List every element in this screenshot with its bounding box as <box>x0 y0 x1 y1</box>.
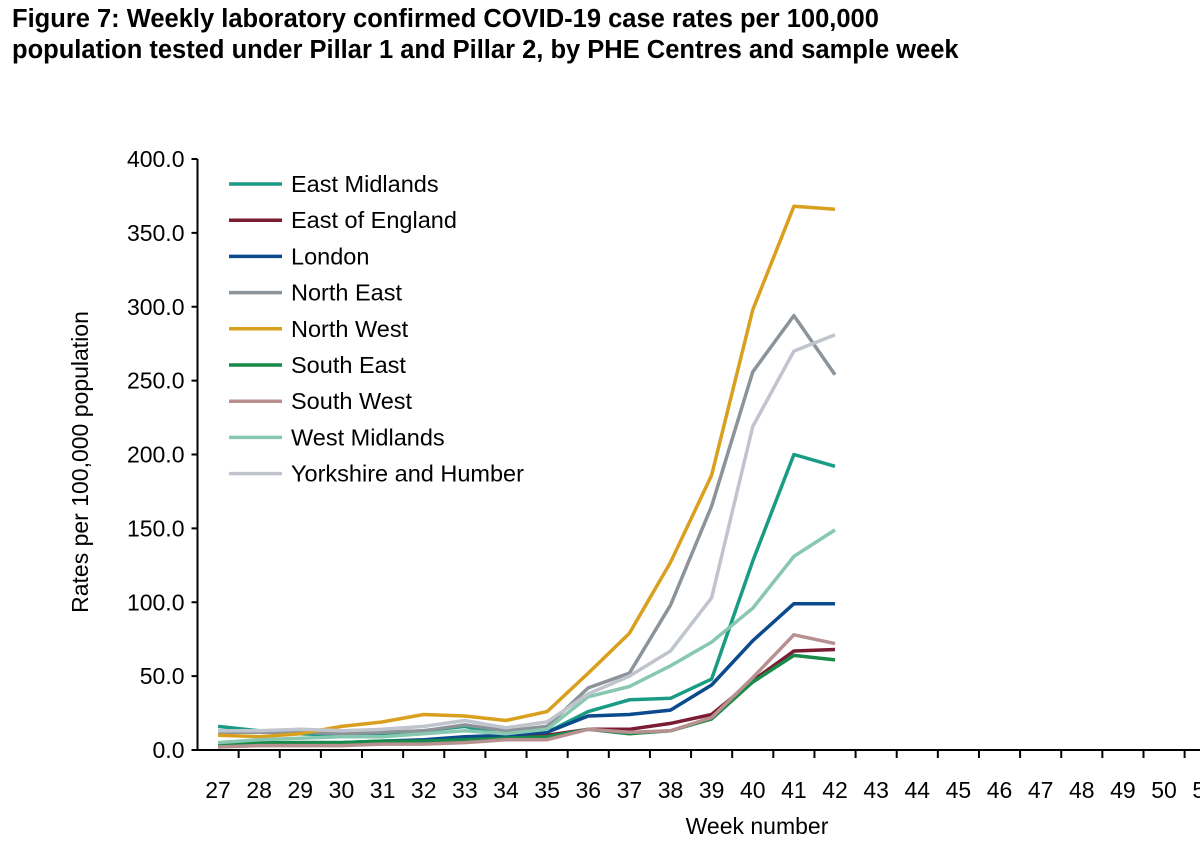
legend-label: North West <box>291 316 409 342</box>
series-line-yorkshire-and-humber <box>218 333 836 733</box>
x-tick-label: 27 <box>205 777 231 803</box>
x-tick-label: 48 <box>1069 777 1095 803</box>
x-tick-label: 45 <box>946 777 972 803</box>
x-tick-label: 37 <box>617 777 643 803</box>
x-tick-label: 29 <box>288 777 314 803</box>
x-tick-label: 46 <box>987 777 1013 803</box>
x-tick-label: 40 <box>740 777 766 803</box>
x-tick-label: 41 <box>781 777 807 803</box>
x-tick-label: 38 <box>658 777 684 803</box>
legend-label: London <box>291 243 369 269</box>
y-tick-label: 300.0 <box>127 294 185 320</box>
y-axis-label: Rates per 100,000 population <box>67 311 93 613</box>
x-tick-label: 32 <box>411 777 437 803</box>
series-line-north-east <box>218 313 837 736</box>
y-tick-label: 400.0 <box>127 146 185 172</box>
x-tick-label: 33 <box>452 777 478 803</box>
legend: East Midlands East of England London North … <box>229 171 524 487</box>
x-tick-label: 43 <box>863 777 889 803</box>
x-tick-label: 42 <box>822 777 848 803</box>
x-tick-label: 36 <box>575 777 601 803</box>
x-tick-label: 51 <box>1192 777 1200 803</box>
x-tick-label: 28 <box>246 777 272 803</box>
y-tick-label: 50.0 <box>140 663 185 689</box>
series-line-south-west <box>218 633 836 749</box>
x-tick-label: 50 <box>1151 777 1177 803</box>
legend-label: East of England <box>291 207 457 233</box>
x-tick-label: 39 <box>699 777 725 803</box>
x-tick-label: 34 <box>493 777 519 803</box>
y-tick-label: 350.0 <box>127 220 185 246</box>
y-tick-label: 200.0 <box>127 442 185 468</box>
legend-label: South East <box>291 352 406 378</box>
legend-label: South West <box>291 388 413 414</box>
series-line-west-midlands <box>217 528 836 745</box>
x-tick-label: 35 <box>534 777 560 803</box>
x-tick-label: 30 <box>329 777 355 803</box>
axes: 0.0 50.0 100.0 150.0 200.0 250.0 300.0 350.0 400… <box>127 146 1200 803</box>
x-tick-label: 31 <box>370 777 396 803</box>
x-axis-label: Week number <box>686 813 829 839</box>
x-tick-label: 49 <box>1110 777 1136 803</box>
legend-label: West Midlands <box>291 424 445 450</box>
y-tick-label: 150.0 <box>127 515 185 541</box>
series-line-south-east <box>218 653 836 746</box>
x-tick-label: 47 <box>1028 777 1054 803</box>
title-line-1: Figure 7: Weekly laboratory confirmed CO… <box>12 5 879 33</box>
legend-label: North East <box>291 280 402 306</box>
y-tick-label: 100.0 <box>127 589 185 615</box>
series-lines <box>217 204 837 749</box>
title-line-2: population tested under Pillar 1 and Pil… <box>12 36 959 64</box>
legend-label: East Midlands <box>291 171 439 197</box>
y-tick-label: 0.0 <box>153 737 185 763</box>
x-tick-label: 44 <box>904 777 930 803</box>
legend-label: Yorkshire and Humber <box>291 461 524 487</box>
y-tick-label: 250.0 <box>127 368 185 394</box>
chart-title: Figure 7: Weekly laboratory confirmed CO… <box>12 4 959 66</box>
